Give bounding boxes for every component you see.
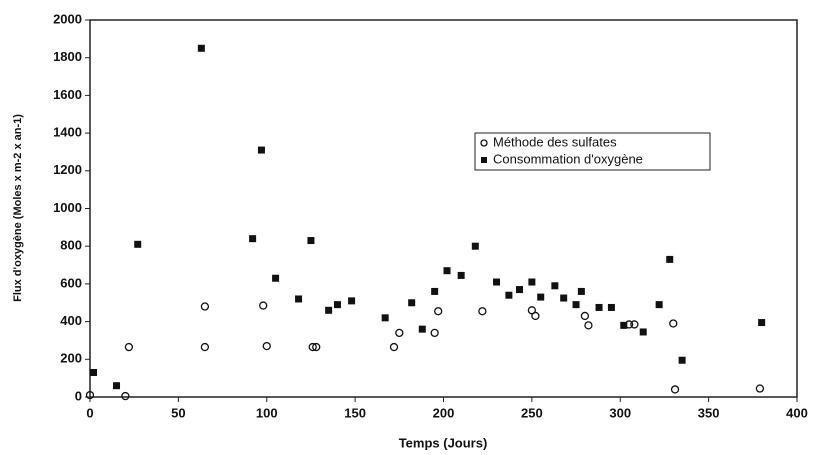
point [580, 311, 590, 321]
point [678, 356, 686, 364]
point [758, 319, 766, 327]
x-tick-label: 200 [433, 405, 455, 420]
point [666, 255, 674, 263]
y-tick-label: 800 [60, 238, 82, 253]
x-tick-label: 300 [609, 405, 631, 420]
point [249, 235, 257, 243]
point [389, 342, 399, 352]
legend-marker [481, 157, 487, 163]
point [134, 240, 142, 248]
point [457, 271, 465, 279]
point [669, 319, 678, 328]
point [755, 384, 765, 393]
point [113, 382, 121, 390]
point [577, 287, 585, 295]
point [560, 294, 568, 302]
y-tick-label: 1200 [53, 162, 82, 177]
point [262, 341, 271, 351]
y-tick-label: 1600 [53, 87, 82, 102]
point [505, 291, 513, 299]
point [295, 295, 303, 303]
point [471, 242, 479, 250]
point [90, 368, 98, 376]
point [307, 237, 315, 245]
y-axis-title: Flux d'oxygène (Moles x m-2 x an-1) [12, 114, 24, 302]
legend-marker [480, 139, 488, 147]
point [197, 44, 205, 52]
x-tick-label: 150 [344, 405, 366, 420]
point [655, 301, 663, 309]
point [493, 278, 501, 286]
point [272, 274, 280, 282]
y-tick-label: 2000 [53, 11, 82, 26]
x-tick-label: 350 [698, 405, 720, 420]
point [537, 293, 545, 301]
point [434, 307, 443, 316]
point [431, 287, 439, 295]
point [348, 297, 356, 305]
x-tick-label: 400 [786, 405, 808, 420]
point [528, 278, 536, 286]
point [516, 286, 524, 294]
point [325, 306, 333, 314]
legend-label: Méthode des sulfates [493, 134, 617, 149]
y-tick-label: 1800 [53, 49, 82, 64]
point [620, 321, 628, 329]
point [531, 311, 540, 321]
legend-box [474, 132, 711, 171]
point [381, 314, 389, 322]
point [670, 385, 680, 394]
y-tick-label: 1400 [53, 125, 82, 140]
point [200, 342, 210, 352]
x-tick-label: 250 [521, 405, 543, 420]
y-tick-label: 600 [60, 275, 82, 290]
point [478, 307, 487, 316]
plot-frame [89, 19, 798, 398]
y-tick-label: 1000 [53, 200, 82, 215]
point [443, 267, 451, 275]
point [333, 301, 341, 309]
y-tick-label: 0 [75, 388, 82, 403]
point [572, 301, 580, 309]
point [630, 320, 639, 329]
x-axis-title: Temps (Jours) [399, 435, 488, 450]
point [584, 321, 593, 330]
point [639, 328, 647, 336]
x-tick-label: 50 [171, 405, 185, 420]
point [418, 325, 426, 333]
point [395, 328, 404, 338]
point [200, 302, 210, 311]
point [312, 342, 321, 352]
point [121, 391, 130, 401]
legend-label: Consommation d'oxygène [493, 151, 643, 166]
point [259, 301, 268, 310]
point [595, 303, 603, 311]
x-tick-label: 0 [86, 405, 93, 420]
x-tick-label: 100 [256, 405, 278, 420]
point [607, 303, 615, 311]
point [124, 342, 134, 352]
point [85, 390, 95, 400]
point [408, 299, 416, 307]
point [430, 328, 439, 338]
y-tick-label: 200 [60, 351, 82, 366]
point [551, 282, 559, 290]
y-tick-label: 400 [60, 313, 82, 328]
point [257, 146, 265, 154]
point [308, 342, 317, 352]
